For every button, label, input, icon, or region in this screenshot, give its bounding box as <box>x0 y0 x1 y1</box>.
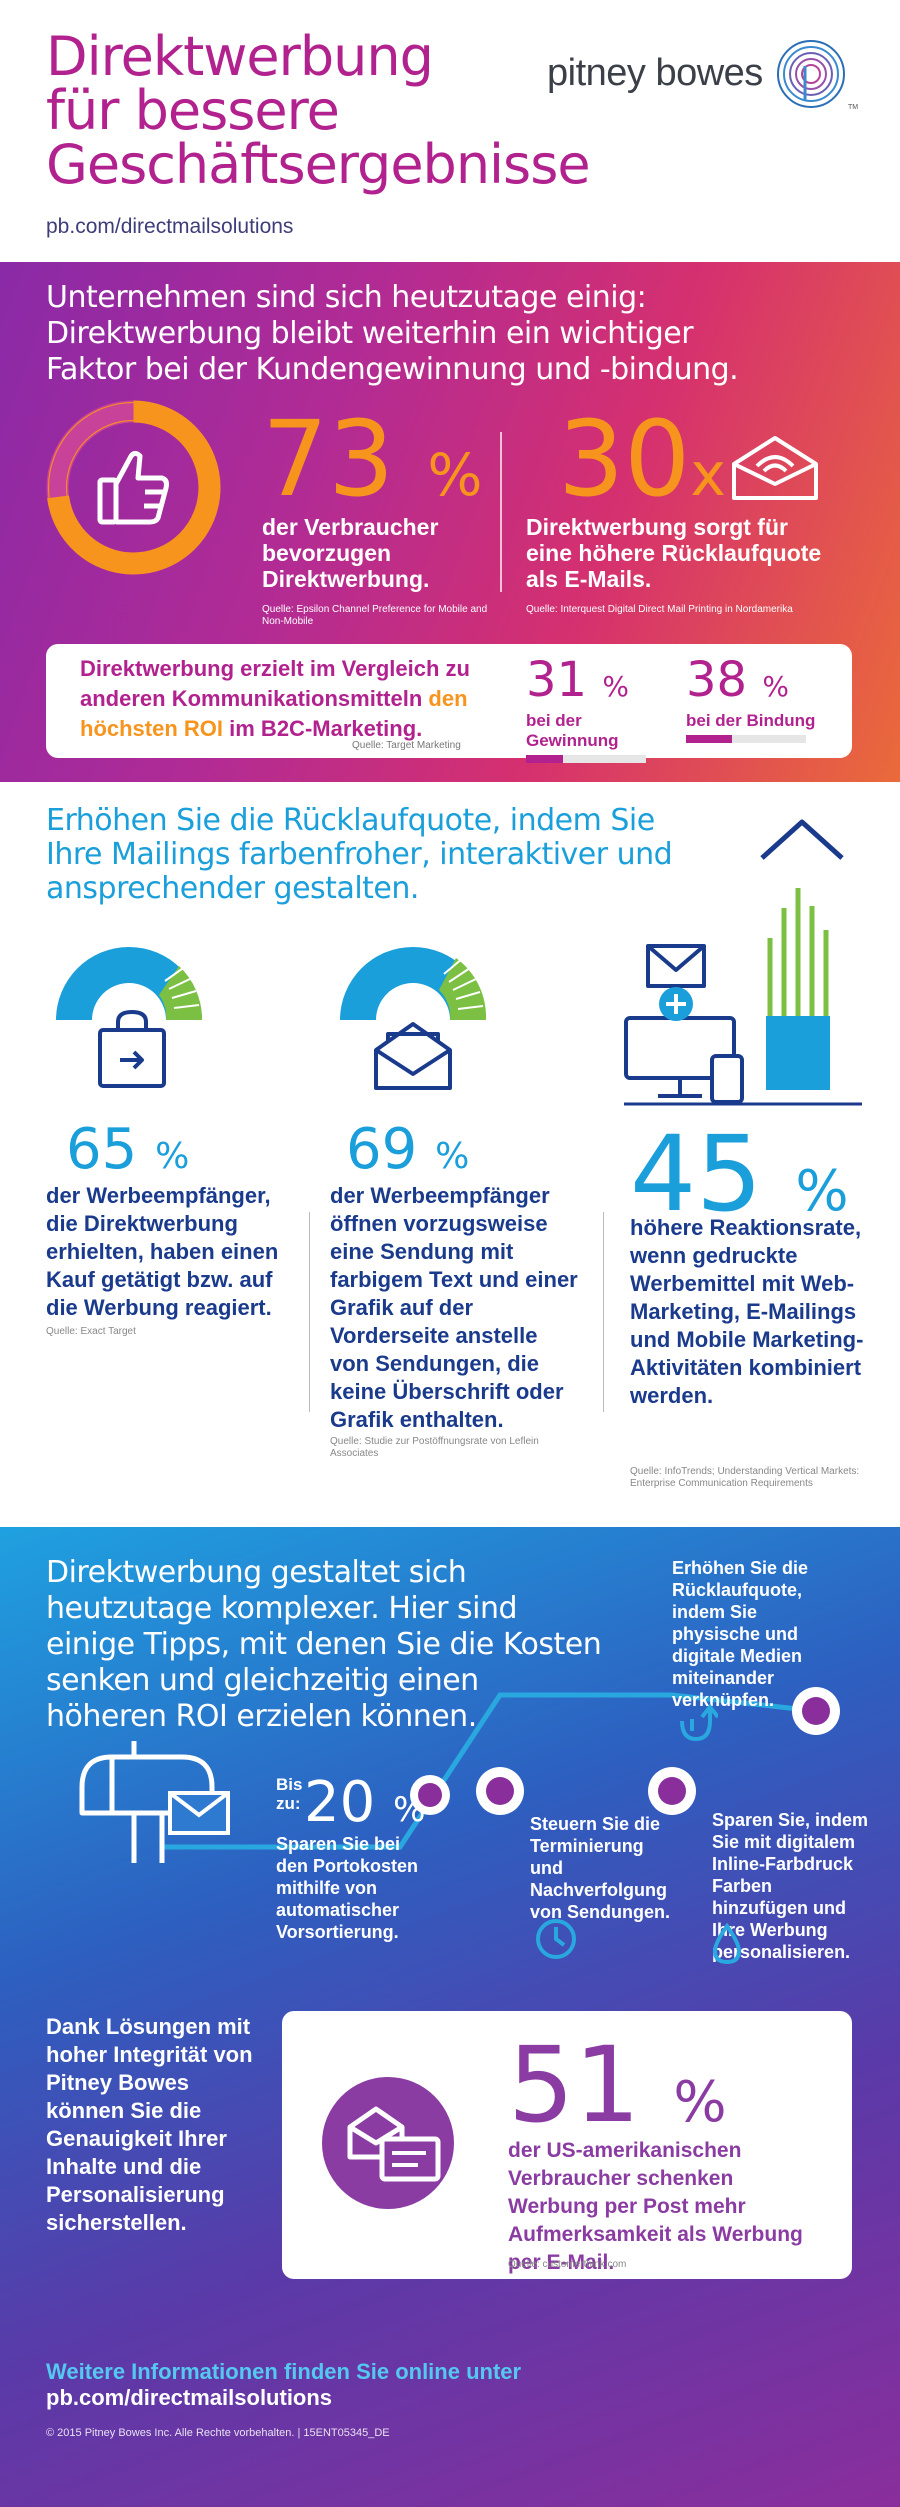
section1-divider <box>500 432 502 592</box>
stat-51-desc: der US-amerikanischen Verbraucher schenk… <box>508 2139 803 2274</box>
roi-text-b: im B2C-Marketing. <box>229 716 423 741</box>
copyright: © 2015 Pitney Bowes Inc. Alle Rechte vor… <box>46 2427 390 2439</box>
stat-69-source: Quelle: Studie zur Postöffnungsrate von … <box>330 1436 539 1459</box>
stat-69-value: 69 % <box>346 1122 469 1185</box>
header-url-link[interactable]: pb.com/directmailsolutions <box>46 215 294 238</box>
roi-source: Quelle: Target Marketing <box>352 740 461 751</box>
tips-path-graphic <box>160 1687 840 1850</box>
gauge-65-icon <box>56 947 203 1020</box>
thumbs-up-ring-icon <box>46 400 221 575</box>
section2-divider-1 <box>309 1212 310 1412</box>
tracking-clock-icon <box>536 1919 576 1959</box>
gauge-69-icon <box>340 947 487 1020</box>
roi-acquisition-fill <box>526 755 564 763</box>
stat-30x-source: Quelle: Interquest Digital Direct Mail P… <box>526 604 793 615</box>
tip-postage: Sparen Sie bei den Portokosten mithilfe … <box>276 1834 419 1942</box>
logo-tm: TM <box>848 104 859 111</box>
roi-text: Direktwerbung erzielt im Vergleich zu an… <box>80 654 520 744</box>
tip-link-media: Erhöhen Sie die Rücklaufquote, indem Sie… <box>672 1558 809 1710</box>
section-tips: Direktwerbung gestaltet sich heutzutage … <box>0 1527 900 2507</box>
roi-acquisition-bar <box>526 755 646 763</box>
tip-bis-label: Bis zu: <box>276 1775 303 1813</box>
stat-69-number: 69 <box>346 1117 418 1182</box>
page-title: Direktwerbung für bessere Geschäftsergeb… <box>46 30 646 192</box>
stat-45-source: Quelle: InfoTrends; Understanding Vertic… <box>630 1466 860 1489</box>
stat-51-value: 51 % <box>508 2033 727 2155</box>
stat-45-value: 45 % <box>630 1122 849 1244</box>
section2-divider-2 <box>603 1212 604 1412</box>
section2-intro: Erhöhen Sie die Rücklaufquote, indem Sie… <box>46 803 673 906</box>
title-line-1: Direktwerbung <box>46 25 434 88</box>
stat-30x-unit: x <box>690 440 726 510</box>
section3-intro: Direktwerbung gestaltet sich heutzutage … <box>46 1555 602 1734</box>
stat-30x-desc: Direktwerbung sorgt für eine höhere Rück… <box>526 514 822 592</box>
stat-73-desc: der Verbraucher bevorzugen Direktwerbung… <box>262 514 439 592</box>
stat-65-source: Quelle: Exact Target <box>46 1326 136 1337</box>
email-signal-icon <box>732 436 818 500</box>
mailbox-icon <box>79 1741 230 1863</box>
stat-51-source: Quelle: customerthink.com <box>508 2259 627 2270</box>
stat-73-unit: % <box>427 441 483 509</box>
pitney-bowes-logo-icon <box>777 40 845 108</box>
link-arrow-icon <box>680 1703 718 1742</box>
stat-45-number: 45 <box>630 1113 763 1235</box>
roi-retention-fill <box>686 735 732 743</box>
roi-acquisition-unit: % <box>602 670 629 703</box>
stat-30x-number: 30 <box>558 398 691 520</box>
shopping-bag-icon <box>98 1010 166 1088</box>
roi-acquisition-value: 31 % <box>526 656 656 711</box>
roi-retention-value: 38 % <box>686 656 826 711</box>
roi-acquisition-label: bei der Gewinnung <box>526 711 619 750</box>
section-response: Erhöhen Sie die Rücklaufquote, indem Sie… <box>0 782 900 1527</box>
roi-acquisition-number: 31 <box>526 652 588 708</box>
stat-51-number: 51 <box>508 2024 641 2146</box>
roi-retention-bar <box>686 735 806 743</box>
tip-20-value: 20 % <box>304 1775 425 1838</box>
multichannel-growth-icon <box>624 819 862 1106</box>
roi-box: Direktwerbung erzielt im Vergleich zu an… <box>46 644 852 763</box>
stat-65-unit: % <box>155 1136 190 1177</box>
stat-30x-value: 30x <box>558 407 726 527</box>
logo-text: pitney bowes <box>547 52 763 94</box>
roi-retention-label: bei der Bindung <box>686 711 816 730</box>
roi-retention-number: 38 <box>686 652 748 708</box>
tip-inline-color: Sparen Sie, indem Sie mit digitalem Inli… <box>712 1810 869 1962</box>
stat-45-desc: höhere Reaktionsrate, wenn gedruckte Wer… <box>630 1215 864 1408</box>
title-line-2: für bessere <box>46 79 340 142</box>
stat-51-box: 51 % der US-amerikanischen Verbraucher s… <box>282 2011 852 2279</box>
stat-73-value: 73 % <box>262 407 483 527</box>
more-info-text: Weitere Informationen finden Sie online … <box>46 2359 522 2384</box>
stat-65-number: 65 <box>66 1117 138 1182</box>
open-envelope-icon <box>374 1022 452 1090</box>
integrity-text: Dank Lösungen mit hoher Integrität von P… <box>46 2014 253 2235</box>
tip-tracking: Steuern Sie die Terminierung und Nachver… <box>530 1814 671 1922</box>
mail-to-email-icon <box>322 2077 454 2209</box>
section1-intro: Unternehmen sind sich heutzutage einig: … <box>46 280 739 387</box>
more-info: Weitere Informationen finden Sie online … <box>46 2359 546 2411</box>
tip-20-number: 20 <box>304 1770 376 1835</box>
stat-65-value: 65 % <box>66 1122 189 1185</box>
stat-73-source: Quelle: Epsilon Channel Preference for M… <box>262 604 488 627</box>
more-info-url-link[interactable]: pb.com/directmailsolutions <box>46 2385 333 2410</box>
section-preference: Unternehmen sind sich heutzutage einig: … <box>0 262 900 782</box>
stat-45-unit: % <box>795 1159 849 1224</box>
title-line-3: Geschäftsergebnisse <box>46 133 591 196</box>
roi-item-retention: 38 % bei der Bindung <box>686 656 826 743</box>
roi-item-acquisition: 31 % bei der Gewinnung <box>526 656 656 763</box>
stat-51-unit: % <box>673 2070 727 2135</box>
stat-69-unit: % <box>435 1136 470 1177</box>
stat-69-desc: der Werbeempfänger öffnen vorzugsweise e… <box>330 1183 578 1432</box>
roi-text-highlight: den höchsten ROI <box>80 686 468 741</box>
roi-retention-unit: % <box>762 670 789 703</box>
stat-73-number: 73 <box>262 398 395 520</box>
stat-65-desc: der Werbeempfänger, die Direktwerbung er… <box>46 1183 279 1320</box>
header: Direktwerbung für bessere Geschäftsergeb… <box>0 0 900 262</box>
tip-20-unit: % <box>393 1790 426 1830</box>
ink-drop-icon <box>712 1923 742 1965</box>
roi-text-a: Direktwerbung erzielt im Vergleich zu an… <box>80 656 470 711</box>
